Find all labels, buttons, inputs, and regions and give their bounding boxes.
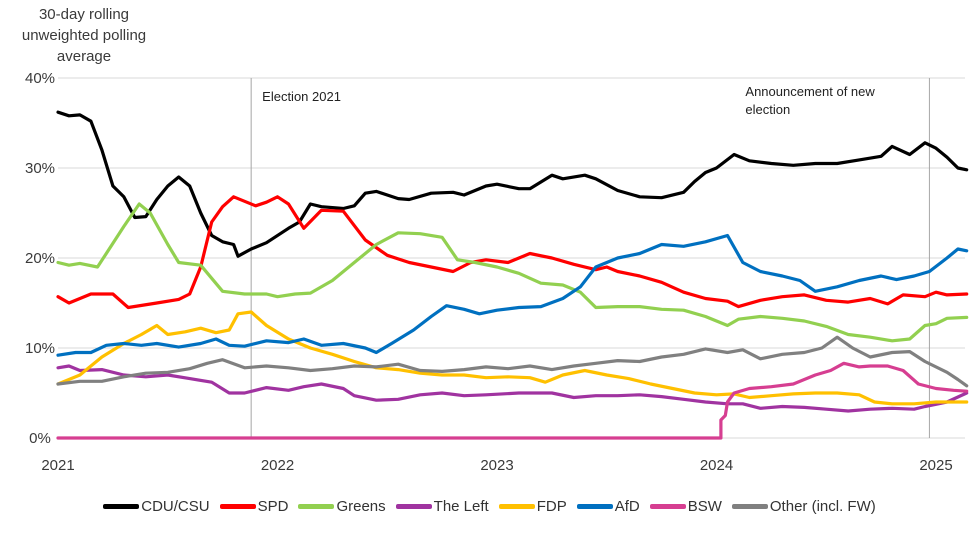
y-axis-title: 30-day rolling unweighted polling averag… bbox=[21, 6, 147, 65]
series-line-other-incl-fw bbox=[56, 335, 969, 388]
legend-swatch bbox=[298, 504, 335, 509]
series-line-afd bbox=[56, 233, 969, 357]
series-line-bsw bbox=[56, 361, 969, 440]
legend-item: AfD bbox=[576, 498, 640, 515]
x-tick-label: 2024 bbox=[700, 457, 733, 474]
legend-label: AfD bbox=[614, 498, 640, 515]
y-tick-label: 30% bbox=[25, 160, 55, 177]
y-axis-ticks: 0% 10% 20% 30% 40% bbox=[25, 70, 55, 447]
series-line-cdu-csu bbox=[56, 110, 969, 258]
y-tick-label: 0% bbox=[29, 430, 51, 447]
legend-item: Greens bbox=[298, 498, 386, 515]
annotation-label: Election 2021 bbox=[262, 89, 341, 104]
annotations: Election 2021 Announcement of new election bbox=[250, 78, 930, 438]
gridlines bbox=[58, 77, 965, 439]
series-line-greens bbox=[56, 202, 969, 343]
series-line-spd bbox=[56, 195, 969, 310]
legend-swatch bbox=[498, 504, 535, 509]
legend-label: CDU/CSU bbox=[141, 498, 210, 515]
legend-label: SPD bbox=[257, 498, 289, 515]
x-tick-label: 2022 bbox=[261, 457, 294, 474]
legend-label: Other (incl. FW) bbox=[769, 498, 876, 515]
legend-swatch bbox=[219, 504, 256, 509]
legend: CDU/CSU SPD Greens The Left FDP AfD BSW Other (… bbox=[0, 498, 979, 515]
x-tick-label: 2023 bbox=[480, 457, 513, 474]
legend-item: FDP bbox=[498, 498, 567, 515]
legend-item: BSW bbox=[649, 498, 722, 515]
legend-item: Other (incl. FW) bbox=[731, 498, 876, 515]
legend-item: The Left bbox=[395, 498, 489, 515]
series-lines bbox=[56, 110, 969, 440]
legend-swatch bbox=[731, 504, 768, 509]
legend-swatch bbox=[103, 504, 140, 509]
x-axis-ticks: 2021 2022 2023 2024 2025 bbox=[41, 457, 952, 474]
annotation-label: Announcement of new election bbox=[745, 84, 875, 117]
legend-label: The Left bbox=[433, 498, 489, 515]
x-tick-label: 2025 bbox=[919, 457, 952, 474]
y-tick-label: 40% bbox=[25, 70, 55, 87]
y-tick-label: 20% bbox=[25, 250, 55, 267]
series-line-the-left bbox=[56, 364, 969, 413]
legend-label: FDP bbox=[536, 498, 567, 515]
legend-swatch bbox=[576, 504, 613, 509]
series-line-fdp bbox=[56, 310, 969, 406]
legend-label: BSW bbox=[687, 498, 722, 515]
legend-item: CDU/CSU bbox=[103, 498, 210, 515]
y-tick-label: 10% bbox=[25, 340, 55, 357]
x-tick-label: 2021 bbox=[41, 457, 74, 474]
legend-swatch bbox=[395, 504, 432, 509]
legend-item: SPD bbox=[219, 498, 289, 515]
legend-swatch bbox=[649, 504, 686, 509]
legend-label: Greens bbox=[336, 498, 386, 515]
